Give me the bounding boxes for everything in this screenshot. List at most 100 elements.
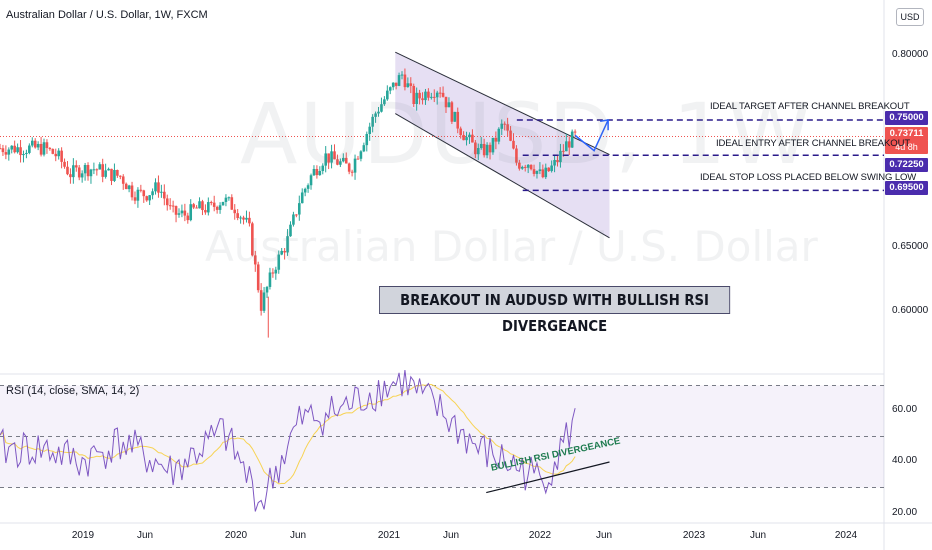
time-tick-label: 2019 (71, 530, 95, 541)
candle-body (69, 174, 72, 178)
candle-body (253, 255, 257, 265)
candle-body (218, 205, 222, 210)
candle-body (28, 145, 31, 153)
candle-body (286, 236, 289, 253)
candle-body (265, 286, 269, 293)
candle-body (283, 250, 286, 253)
candle-body (63, 161, 66, 167)
candle-body (60, 150, 63, 162)
candle-body (142, 190, 146, 197)
candle-body (415, 92, 418, 104)
candle-body (104, 170, 107, 177)
candle-body (183, 210, 187, 216)
candle-body (157, 182, 160, 193)
candle-body (450, 102, 454, 122)
candle-body (209, 202, 213, 204)
candle-body (330, 151, 333, 163)
candle-body (297, 203, 301, 215)
candle-body (344, 157, 348, 164)
candle-body (221, 201, 225, 206)
candle-body (186, 215, 190, 221)
time-tick-label: Jun (595, 530, 613, 541)
candle-body (19, 147, 22, 156)
candle-body (4, 152, 8, 155)
candle-body (168, 205, 172, 207)
candle-body (133, 197, 137, 201)
candle-body (189, 204, 193, 221)
candle-body (438, 92, 442, 94)
candle-body (321, 165, 325, 171)
candle-body (567, 141, 571, 148)
time-tick-label: 2024 (834, 530, 858, 541)
candle-body (233, 209, 237, 214)
candle-body (403, 74, 407, 88)
candle-body (394, 82, 398, 86)
currency-button[interactable]: USD (896, 8, 924, 26)
candle-body (518, 162, 521, 169)
candle-body (359, 151, 363, 159)
candle-body (230, 197, 234, 210)
candle-body (556, 159, 559, 163)
candle-body (92, 169, 96, 171)
candle-body (485, 144, 489, 156)
candle-body (453, 111, 457, 122)
rsi-ma-line (0, 383, 576, 485)
candle-body (362, 145, 366, 152)
candle-body (262, 292, 266, 311)
candle-body (177, 213, 181, 215)
candle-body (462, 134, 465, 141)
candle-body (512, 140, 515, 149)
candle-body (57, 150, 60, 157)
price-tick-label: 0.65000 (892, 241, 929, 252)
candle-body (271, 272, 275, 274)
candle-body (195, 207, 198, 209)
candle-body (532, 169, 536, 174)
candle-body (356, 158, 360, 160)
candle-body (559, 150, 562, 163)
candle-body (303, 188, 307, 193)
candle-body (45, 142, 49, 149)
candle-body (435, 92, 439, 98)
candle-body (529, 164, 533, 170)
candle-body (13, 145, 16, 153)
candle-body (482, 143, 486, 156)
candle-body (110, 168, 113, 181)
candle-body (116, 170, 119, 176)
candle-body (113, 170, 116, 181)
candle-body (547, 167, 551, 172)
candle-body (268, 272, 272, 287)
candle-body (368, 126, 372, 134)
rsi-indicator-title[interactable]: RSI (14, close, SMA, 14, 2) (6, 385, 140, 397)
candle-body (312, 168, 316, 176)
candle-body (215, 206, 219, 210)
candle-body (383, 99, 386, 105)
target-price-tag: 0.75000 (885, 111, 928, 125)
entry-annotation: IDEAL ENTRY AFTER CHANNEL BREAKOUT (716, 138, 911, 149)
candle-body (397, 75, 401, 86)
candle-body (371, 116, 374, 127)
candle-body (377, 111, 380, 114)
target-annotation: IDEAL TARGET AFTER CHANNEL BREAKOUT (710, 101, 910, 112)
candle-body (541, 169, 545, 178)
candle-body (204, 210, 207, 213)
candle-body (98, 164, 102, 170)
candle-body (380, 104, 383, 112)
projection-arrowhead (599, 119, 609, 131)
candle-body (165, 198, 169, 206)
candle-body (124, 183, 128, 190)
candle-body (315, 168, 319, 176)
candle-body (171, 205, 175, 207)
candle-body (441, 92, 445, 97)
candle-body (553, 159, 556, 166)
candle-body (526, 164, 530, 168)
candle-body (350, 171, 354, 173)
watermark-symbol: AUDUSD, 1W (240, 85, 814, 183)
candle-body (347, 163, 351, 172)
candle-body (494, 137, 498, 142)
candle-body (336, 159, 339, 165)
candle-body (418, 92, 421, 99)
rsi-line (0, 369, 576, 512)
candle-body (39, 143, 43, 155)
candle-body (280, 250, 283, 255)
